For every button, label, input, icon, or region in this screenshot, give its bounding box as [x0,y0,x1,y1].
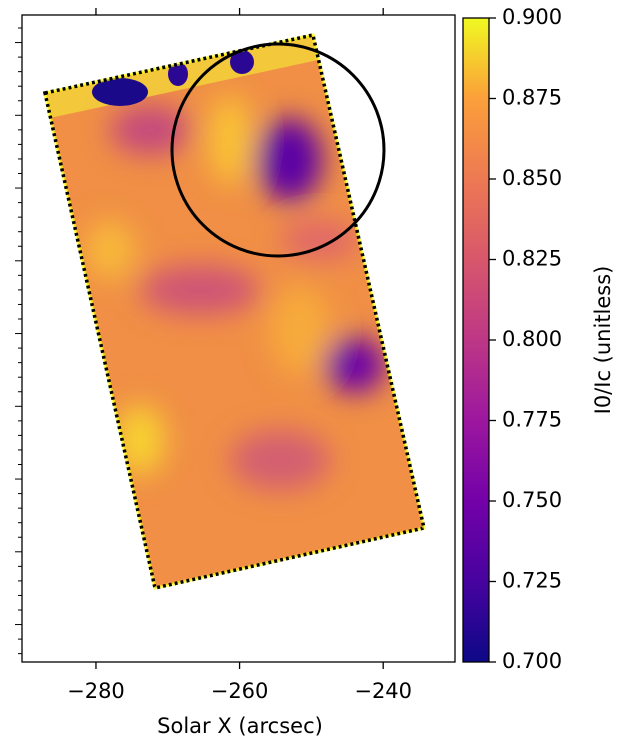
plot-frame [21,14,456,663]
colorbar-tick-label: 0.725 [502,569,562,593]
colorbar-tick-label: 0.800 [502,327,562,351]
x-tick-label: −260 [211,679,269,703]
x-tick-label: −280 [67,679,125,703]
colorbar-tick-label: 0.875 [502,86,562,110]
colorbar-tick-label: 0.750 [502,488,562,512]
colorbar [462,17,490,663]
region-circle [170,42,386,258]
colorbar-tick-label: 0.850 [502,166,562,190]
colorbar-label: I0/Ic (unitless) [591,266,615,415]
x-axis-label: Solar X (arcsec) [157,714,323,738]
colorbar-tick-label: 0.775 [502,408,562,432]
colorbar-tick-label: 0.825 [502,247,562,271]
fov-outline [42,32,427,591]
heatmap-image [45,35,424,588]
colorbar-tick-label: 0.900 [502,5,562,29]
y-axis-ticks [15,27,22,655]
colorbar-tick-label: 0.700 [502,649,562,673]
fov-outline-alt [42,32,427,591]
x-tick-label: −240 [354,679,412,703]
